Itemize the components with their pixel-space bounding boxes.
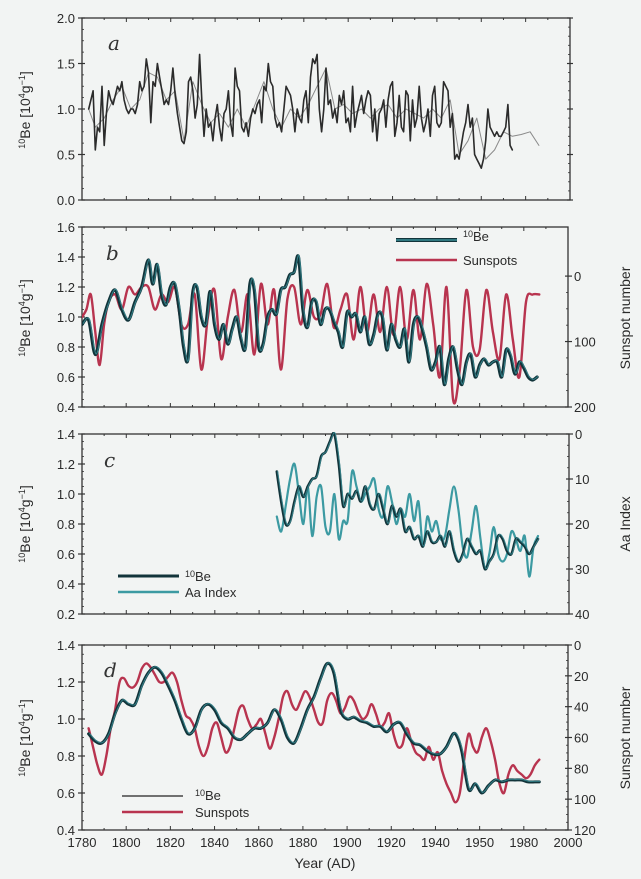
y-tick-label-right: 100	[574, 792, 596, 807]
y-tick-label-left: 1.4	[57, 638, 75, 653]
x-tick-label: 1860	[244, 835, 273, 850]
x-tick-label: 1800	[112, 835, 141, 850]
x-tick-label: 1940	[421, 835, 450, 850]
series-b-sunspots	[82, 282, 541, 405]
y-tick-label-left: 1.4	[57, 427, 75, 442]
y-tick-label-right: 40	[575, 607, 589, 622]
panel-a: 0.0 0.5 1.0 1.5 2.0	[57, 11, 573, 208]
y-tick-label-left: 0.6	[57, 370, 75, 385]
y-tick-label-right: 30	[575, 562, 589, 577]
y-tick-label-right: 200	[574, 400, 596, 415]
x-tick-label: 1820	[156, 835, 185, 850]
y-tick-label-right: 0	[574, 269, 581, 284]
svg-text:10Be [104g−1]: 10Be [104g−1]	[17, 699, 33, 776]
y-tick-label-left: 2.0	[57, 11, 75, 26]
panel-label-d: d	[104, 658, 117, 682]
x-tick-label: 1900	[333, 835, 362, 850]
y-tick-label-right: 20	[574, 669, 588, 684]
y-tick-label-left: 0.4	[57, 823, 75, 838]
legend-d-sunspots-label: Sunspots	[195, 805, 250, 820]
ylabel-left-a: 10Be [104g−1]	[17, 71, 33, 148]
y-tick-label-left: 0.4	[57, 577, 75, 592]
legend-b-be10-label: 10Be	[463, 229, 489, 244]
ylabel-left-d: 10Be [104g−1]	[17, 699, 33, 776]
ylabel-right-c: Aa Index	[617, 496, 633, 551]
svg-text:10Be [104g−1]: 10Be [104g−1]	[17, 71, 33, 148]
ylabel-left-b: 10Be [104g−1]	[17, 279, 33, 356]
svg-text:10Be [104g−1]: 10Be [104g−1]	[17, 485, 33, 562]
ylabel-right-b: Sunspot number	[617, 266, 633, 369]
y-tick-label-left: 1.2	[57, 675, 75, 690]
legend-b-sunspots-label: Sunspots	[463, 253, 518, 268]
legend-d: 10Be Sunspots	[122, 788, 250, 820]
y-tick-label-right: 20	[575, 517, 589, 532]
y-tick-label-right: 40	[574, 700, 588, 715]
series-d-10be	[87, 661, 541, 795]
y-tick-label-left: 1.0	[57, 487, 75, 502]
svg-text:10Be [104g−1]: 10Be [104g−1]	[17, 279, 33, 356]
y-tick-label-left: 0.4	[57, 400, 75, 415]
legend-c: 10Be Aa Index	[118, 569, 237, 600]
y-tick-label-right: 120	[574, 823, 596, 838]
series-a-10be-annual	[87, 53, 514, 169]
panel-label-a: a	[108, 31, 120, 55]
y-tick-label-left: 0.2	[57, 607, 75, 622]
plot-frame-a	[81, 17, 571, 201]
y-tick-label-left: 1.0	[57, 102, 75, 117]
series-d-sunspots	[87, 662, 541, 804]
series-c-aa-index	[275, 462, 540, 578]
y-tick-label-left: 0.0	[57, 193, 75, 208]
series-d-10be-highlight	[88, 662, 541, 793]
y-tick-label-right: 60	[574, 731, 588, 746]
y-tick-label-left: 0.8	[57, 517, 75, 532]
ylabel-right-d: Sunspot number	[617, 686, 633, 789]
y-tick-label-right: 0	[575, 427, 582, 442]
panel-label-b: b	[106, 241, 119, 265]
y-tick-label-right: 0	[574, 638, 581, 653]
x-tick-label: 1880	[288, 835, 317, 850]
y-tick-label-left: 1.0	[57, 712, 75, 727]
series-b-10be	[82, 254, 539, 387]
y-tick-label-left: 1.0	[57, 310, 75, 325]
y-tick-label-left: 0.8	[57, 340, 75, 355]
x-tick-label: 1840	[200, 835, 229, 850]
y-tick-label-left: 1.2	[57, 280, 75, 295]
panel-c: 0.2 0.4 0.6 0.8 1.0 1.2 1.4 0 10 20 30 40	[57, 427, 590, 622]
x-tick-label: 1780	[68, 835, 97, 850]
x-tick-label: 2000	[554, 835, 583, 850]
y-tick-label-left: 0.8	[57, 749, 75, 764]
y-tick-label-left: 1.2	[57, 457, 75, 472]
y-tick-label-right: 10	[575, 472, 589, 487]
y-tick-label-left: 0.6	[57, 547, 75, 562]
legend-c-be10-label: 10Be	[185, 569, 211, 584]
y-tick-label-right: 100	[574, 335, 596, 350]
x-tick-label: 1950	[465, 835, 494, 850]
legend-d-be10-label: 10Be	[195, 788, 221, 803]
y-tick-label-left: 0.5	[57, 148, 75, 163]
y-tick-label-left: 1.4	[57, 250, 75, 265]
y-tick-label-left: 1.5	[57, 57, 75, 72]
panel-b: 0.4 0.6 0.8 1.0 1.2 1.4 1.6 0 100 200	[57, 220, 596, 415]
x-tick-label: 1980	[509, 835, 538, 850]
panel-d: 0.4 0.6 0.8 1.0 1.2 1.4 0 20 40 60 80 100 120 1780 180…	[57, 638, 596, 850]
legend-b: 10Be Sunspots	[396, 229, 518, 268]
xlabel: Year (AD)	[295, 855, 356, 871]
series-b-10be-highlight	[82, 254, 539, 385]
y-tick-label-left: 1.6	[57, 220, 75, 235]
y-tick-label-right: 80	[574, 761, 588, 776]
series-c-10be-highlight	[277, 431, 540, 570]
x-tick-label: 1920	[377, 835, 406, 850]
ylabel-left-c: 10Be [104g−1]	[17, 485, 33, 562]
panel-label-c: c	[104, 448, 115, 472]
legend-c-aa-label: Aa Index	[185, 585, 237, 600]
y-tick-label-left: 0.6	[57, 786, 75, 801]
